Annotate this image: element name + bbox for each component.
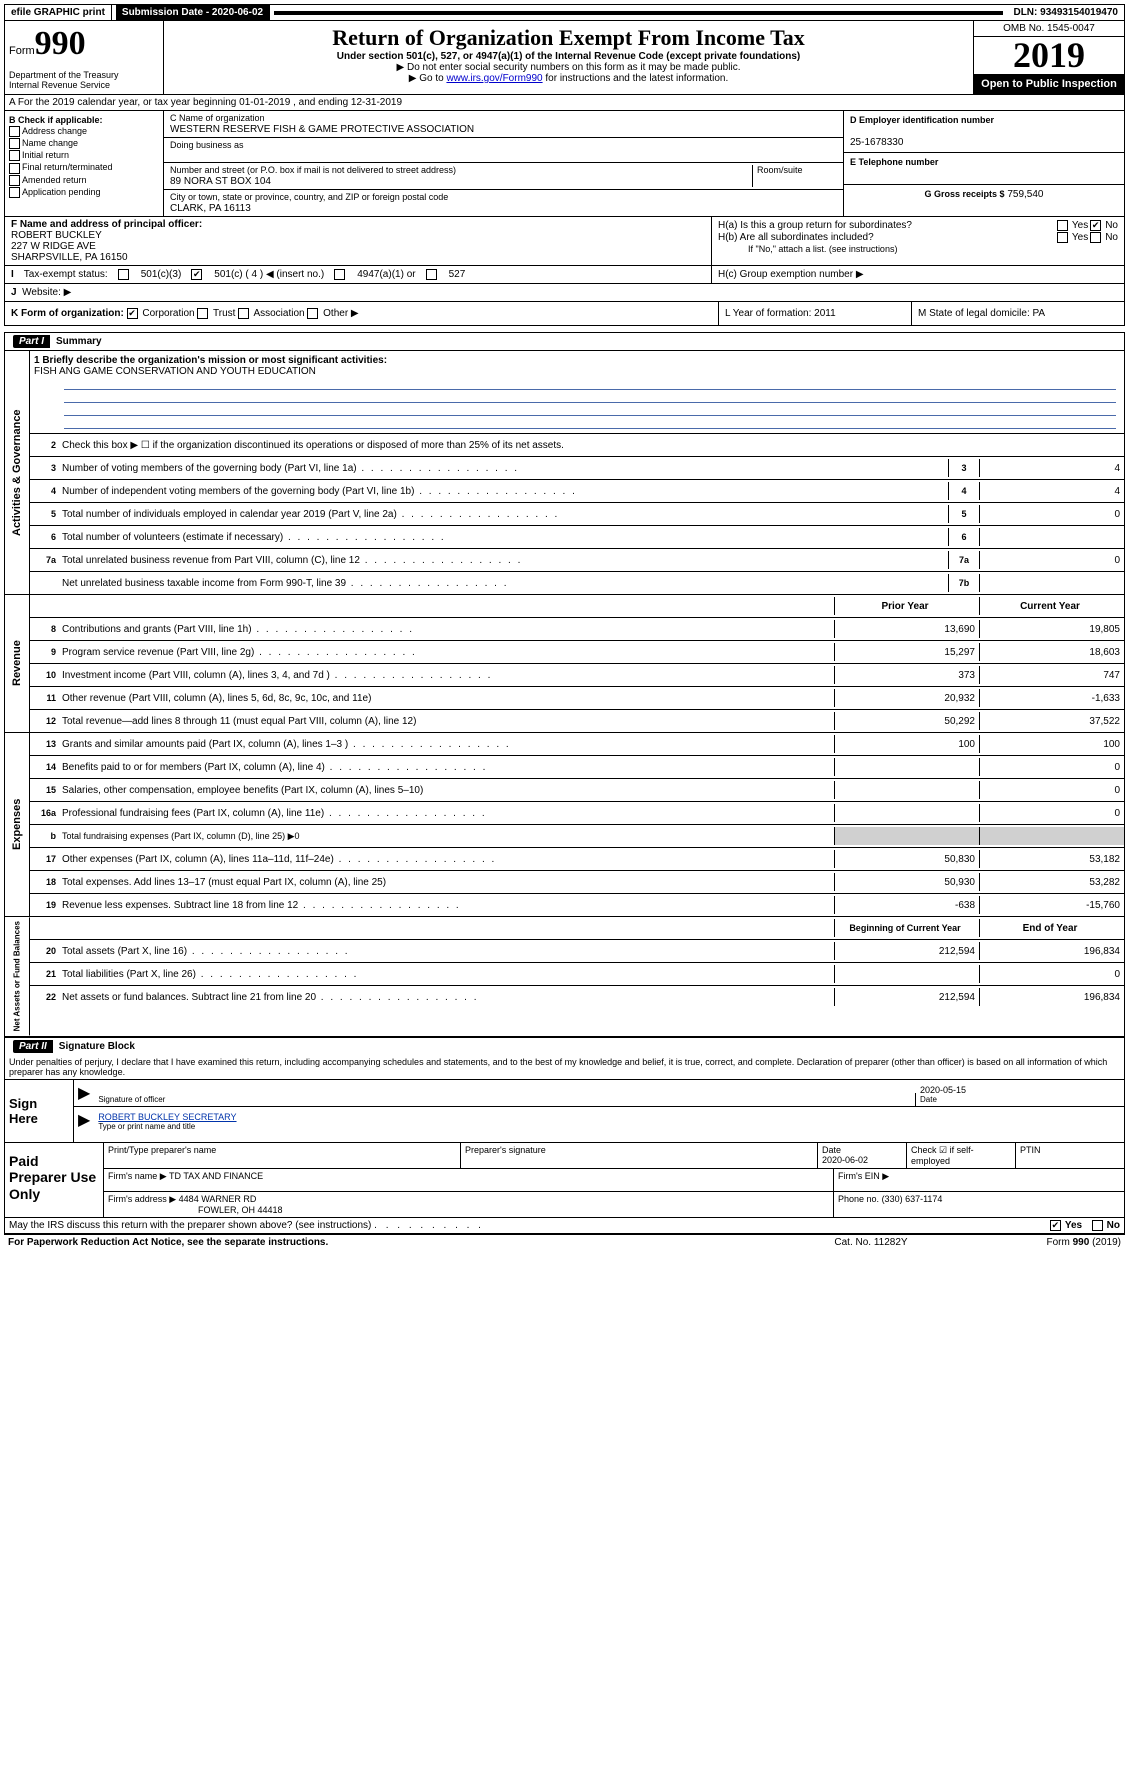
- phone-label: E Telephone number: [850, 157, 938, 167]
- ein-label: D Employer identification number: [850, 115, 994, 125]
- form-header: Form990 Department of the Treasury Inter…: [4, 21, 1125, 95]
- paid-preparer-label: Paid Preparer Use Only: [5, 1143, 104, 1217]
- irs-label: Internal Revenue Service: [9, 80, 119, 90]
- efile-label: efile GRAPHIC print: [5, 5, 112, 20]
- sign-here-label: Sign Here: [5, 1080, 74, 1142]
- top-bar: efile GRAPHIC print Submission Date - 20…: [4, 4, 1125, 21]
- open-public-badge: Open to Public Inspection: [974, 73, 1124, 94]
- org-city: CLARK, PA 16113: [170, 203, 251, 214]
- arrow-icon: ▶: [74, 1083, 94, 1103]
- officer-name: ROBERT BUCKLEY: [11, 230, 705, 241]
- sign-block: Sign Here ▶ Signature of officer 2020-05…: [4, 1080, 1125, 1143]
- dept-label: Department of the Treasury: [9, 70, 119, 80]
- dba-label: Doing business as: [170, 140, 244, 150]
- vlabel-expenses: Expenses: [5, 733, 30, 916]
- declaration: Under penalties of perjury, I declare th…: [4, 1055, 1125, 1080]
- paid-preparer-block: Paid Preparer Use Only Print/Type prepar…: [4, 1143, 1125, 1218]
- subtitle-1: Under section 501(c), 527, or 4947(a)(1)…: [168, 51, 969, 62]
- line-a: A For the 2019 calendar year, or tax yea…: [4, 95, 1125, 111]
- vlabel-net: Net Assets or Fund Balances: [5, 917, 30, 1035]
- line-5: Total number of individuals employed in …: [62, 509, 948, 520]
- year-formation: L Year of formation: 2011: [719, 302, 912, 325]
- line-7a: Total unrelated business revenue from Pa…: [62, 555, 948, 566]
- ein: 25-1678330: [850, 137, 903, 148]
- discuss-row: May the IRS discuss this return with the…: [4, 1218, 1125, 1234]
- net-assets-section: Net Assets or Fund Balances Beginning of…: [4, 917, 1125, 1036]
- officer-label: F Name and address of principal officer:: [11, 219, 705, 230]
- h-b: H(b) Are all subordinates included? Yes …: [718, 232, 1118, 243]
- dln: DLN: 93493154019470: [1007, 5, 1124, 20]
- state-domicile: M State of legal domicile: PA: [912, 302, 1124, 325]
- line-4: Number of independent voting members of …: [62, 486, 948, 497]
- form-990-label: Form990: [9, 25, 159, 63]
- spacer: [274, 11, 1003, 15]
- officer-addr2: SHARPSVILLE, PA 16150: [11, 252, 705, 263]
- subtitle-2: ▶ Do not enter social security numbers o…: [168, 62, 969, 73]
- tax-status-label: Tax-exempt status:: [24, 269, 108, 280]
- addr-label: Number and street (or P.O. box if mail i…: [170, 165, 456, 175]
- website-label: Website: ▶: [22, 287, 71, 298]
- mission-text: FISH ANG GAME CONSERVATION AND YOUTH EDU…: [34, 366, 1120, 377]
- vlabel-revenue: Revenue: [5, 595, 30, 732]
- city-label: City or town, state or province, country…: [170, 192, 448, 202]
- vlabel-governance: Activities & Governance: [5, 351, 30, 594]
- h-b-note: If "No," attach a list. (see instruction…: [718, 244, 1118, 254]
- arrow-icon: ▶: [74, 1110, 94, 1130]
- org-address: 89 NORA ST BOX 104: [170, 176, 271, 187]
- submission-date: Submission Date - 2020-06-02: [116, 5, 270, 20]
- footer: For Paperwork Reduction Act Notice, see …: [4, 1234, 1125, 1250]
- officer-signature-name: ROBERT BUCKLEY SECRETARY: [98, 1112, 236, 1122]
- summary: Activities & Governance 1 Briefly descri…: [4, 350, 1125, 595]
- expenses-section: Expenses 13Grants and similar amounts pa…: [4, 733, 1125, 917]
- row-j: J Website: ▶: [4, 284, 1125, 302]
- officer-addr1: 227 W RIDGE AVE: [11, 241, 705, 252]
- tax-year: 2019: [974, 37, 1124, 73]
- line-2: Check this box ▶ ☐ if the organization d…: [62, 440, 1124, 451]
- gross-label: G Gross receipts $: [925, 189, 1005, 199]
- check-b: B Check if applicable: Address change Na…: [5, 111, 164, 216]
- section-b-to-g: B Check if applicable: Address change Na…: [4, 111, 1125, 217]
- line-3: Number of voting members of the governin…: [62, 463, 948, 474]
- section-f-h: F Name and address of principal officer:…: [4, 217, 1125, 266]
- row-k: K Form of organization: Corporation Trus…: [4, 302, 1125, 326]
- form990-link[interactable]: www.irs.gov/Form990: [446, 73, 542, 84]
- gross-receipts: 759,540: [1007, 189, 1043, 200]
- room-label: Room/suite: [757, 165, 803, 175]
- mission-q: 1 Briefly describe the organization's mi…: [34, 355, 1120, 366]
- subtitle-3: ▶ Go to www.irs.gov/Form990 for instruct…: [168, 73, 969, 84]
- h-a: H(a) Is this a group return for subordin…: [718, 220, 1118, 231]
- row-i-hc: I Tax-exempt status: 501(c)(3) 501(c) ( …: [4, 266, 1125, 284]
- part-1-header: Part I Summary: [4, 332, 1125, 350]
- revenue-section: Revenue Prior YearCurrent Year 8Contribu…: [4, 595, 1125, 733]
- org-name-label: C Name of organization: [170, 113, 265, 123]
- cat-no: Cat. No. 11282Y: [771, 1237, 971, 1248]
- line-6: Total number of volunteers (estimate if …: [62, 532, 948, 543]
- paperwork-notice: For Paperwork Reduction Act Notice, see …: [8, 1237, 771, 1248]
- line-7b: Net unrelated business taxable income fr…: [62, 578, 948, 589]
- org-name: WESTERN RESERVE FISH & GAME PROTECTIVE A…: [170, 124, 474, 135]
- form-title: Return of Organization Exempt From Incom…: [168, 25, 969, 51]
- form-page: Form 990 (2019): [971, 1237, 1121, 1248]
- part-2-header: Part II Signature Block: [4, 1037, 1125, 1055]
- h-c: H(c) Group exemption number ▶: [718, 269, 1118, 280]
